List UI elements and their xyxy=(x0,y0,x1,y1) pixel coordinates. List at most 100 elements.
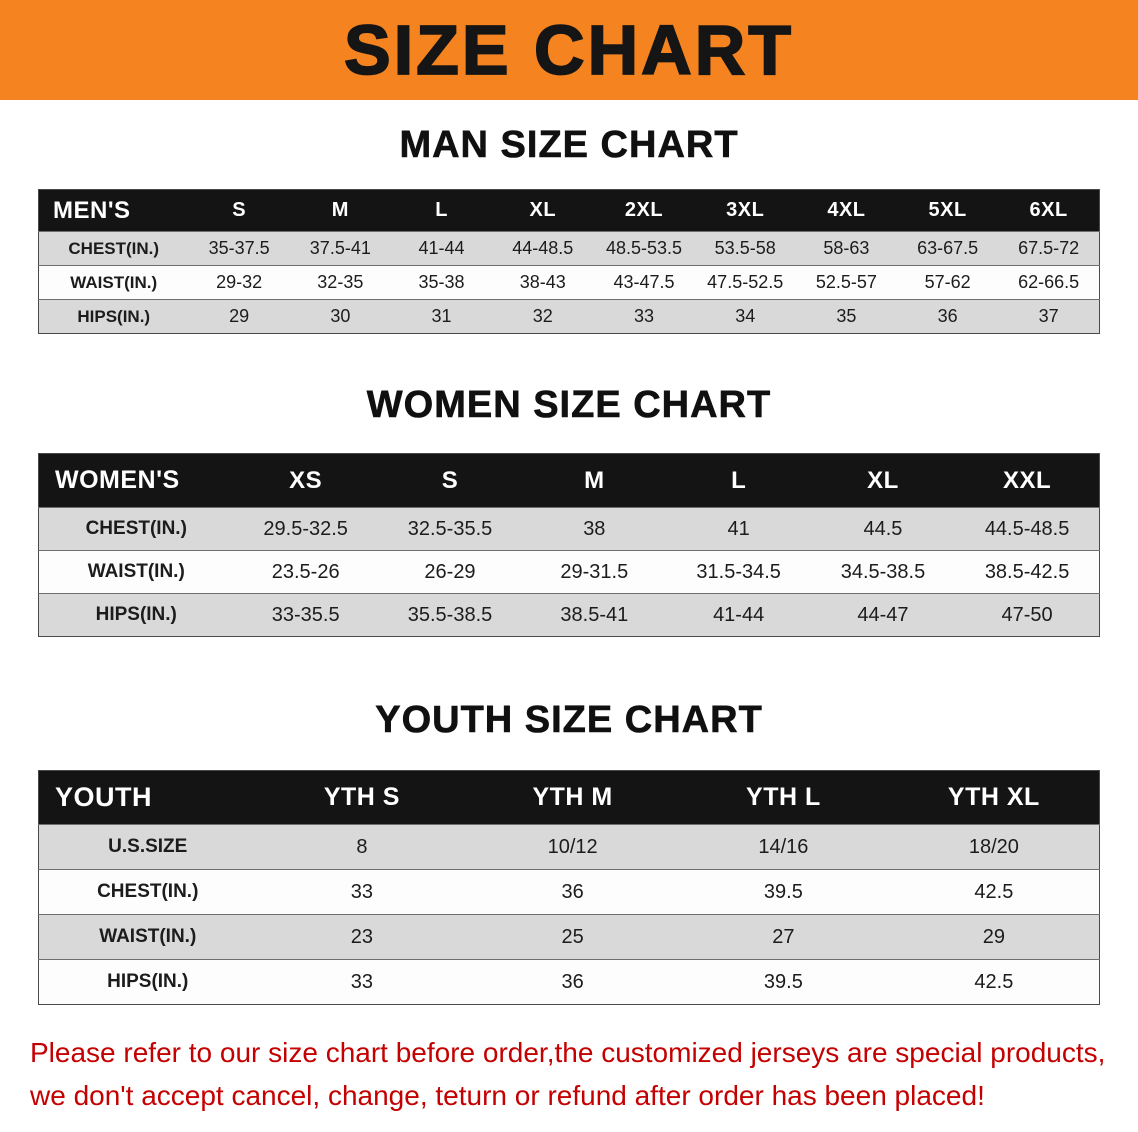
value-cell: 29-31.5 xyxy=(522,550,667,594)
value-cell: 29 xyxy=(888,914,1100,960)
value-cell: 48.5-53.5 xyxy=(593,231,695,266)
row-label-cell: WAIST(IN.) xyxy=(38,550,234,594)
size-column-header: YTH XL xyxy=(888,770,1100,825)
size-column-header: YTH M xyxy=(467,770,678,825)
man-size-chart-title: MAN SIZE CHART xyxy=(399,124,739,167)
value-cell: 31 xyxy=(390,299,493,334)
size-column-header: XS xyxy=(233,453,378,508)
table-row: HIPS(IN.) 29 30 31 32 33 34 35 36 37 xyxy=(38,299,1100,334)
size-column-header: XL xyxy=(810,453,956,508)
value-cell: 32-35 xyxy=(289,265,391,300)
value-cell: 53.5-58 xyxy=(694,231,796,266)
value-cell: 33 xyxy=(256,959,468,1005)
size-column-header: L xyxy=(390,189,493,232)
women-size-section: WOMEN SIZE CHART WOMEN'S XS S M L XL XXL CHEST(… xyxy=(0,384,1138,637)
size-column-header: 6XL xyxy=(998,189,1100,232)
value-cell: 35-38 xyxy=(390,265,493,300)
table-row: U.S.SIZE 8 10/12 14/16 18/20 xyxy=(38,824,1100,870)
value-cell: 32 xyxy=(492,299,594,334)
table-header-row: WOMEN'S XS S M L XL XXL xyxy=(38,453,1100,508)
value-cell: 33-35.5 xyxy=(233,593,378,637)
row-label-cell: U.S.SIZE xyxy=(38,824,257,870)
row-label-cell: HIPS(IN.) xyxy=(38,959,257,1005)
table-row: WAIST(IN.) 23.5-26 26-29 29-31.5 31.5-34.5 34… xyxy=(38,550,1100,594)
table-row: CHEST(IN.) 29.5-32.5 32.5-35.5 38 41 44.5 44.5… xyxy=(38,507,1100,551)
footnote-line-2: we don't accept cancel, change, teturn o… xyxy=(30,1080,985,1112)
value-cell: 23 xyxy=(256,914,468,960)
row-label-cell: HIPS(IN.) xyxy=(38,593,234,637)
value-cell: 39.5 xyxy=(678,959,889,1005)
youth-size-table: YOUTH YTH S YTH M YTH L YTH XL U.S.SIZE 8 10/12… xyxy=(38,770,1100,1005)
footnote: Please refer to our size chart before or… xyxy=(30,1031,1138,1118)
value-cell: 34.5-38.5 xyxy=(810,550,956,594)
row-label-cell: CHEST(IN.) xyxy=(38,231,189,266)
banner: SIZE CHART xyxy=(0,0,1138,100)
value-cell: 58-63 xyxy=(795,231,898,266)
size-column-header: 4XL xyxy=(795,189,898,232)
women-size-table: WOMEN'S XS S M L XL XXL CHEST(IN.) 29.5-32.5 32.5… xyxy=(38,453,1100,637)
size-column-header: M xyxy=(522,453,667,508)
value-cell: 29.5-32.5 xyxy=(233,507,378,551)
value-cell: 27 xyxy=(678,914,889,960)
value-cell: 44-48.5 xyxy=(492,231,594,266)
value-cell: 44.5-48.5 xyxy=(955,507,1100,551)
value-cell: 39.5 xyxy=(678,869,889,915)
size-column-header: S xyxy=(377,453,523,508)
table-category-header: MEN'S xyxy=(38,189,189,232)
table-header-row: MEN'S S M L XL 2XL 3XL 4XL 5XL 6XL xyxy=(38,189,1100,232)
page-title: SIZE CHART xyxy=(343,11,794,89)
value-cell: 44.5 xyxy=(810,507,956,551)
value-cell: 18/20 xyxy=(888,824,1100,870)
value-cell: 34 xyxy=(694,299,796,334)
table-category-header: YOUTH xyxy=(38,770,257,825)
value-cell: 44-47 xyxy=(810,593,956,637)
table-header-row: YOUTH YTH S YTH M YTH L YTH XL xyxy=(38,770,1100,825)
value-cell: 36 xyxy=(897,299,999,334)
table-category-header: WOMEN'S xyxy=(38,453,234,508)
value-cell: 62-66.5 xyxy=(998,265,1100,300)
value-cell: 37.5-41 xyxy=(289,231,391,266)
size-column-header: 3XL xyxy=(694,189,796,232)
value-cell: 38-43 xyxy=(492,265,594,300)
value-cell: 42.5 xyxy=(888,869,1100,915)
size-column-header: YTH S xyxy=(256,770,468,825)
row-label-cell: WAIST(IN.) xyxy=(38,914,257,960)
value-cell: 23.5-26 xyxy=(233,550,378,594)
value-cell: 29-32 xyxy=(188,265,290,300)
table-row: WAIST(IN.) 29-32 32-35 35-38 38-43 43-47.5 47.… xyxy=(38,265,1100,300)
value-cell: 38 xyxy=(522,507,667,551)
value-cell: 37 xyxy=(998,299,1100,334)
size-column-header: M xyxy=(289,189,391,232)
value-cell: 47.5-52.5 xyxy=(694,265,796,300)
size-column-header: S xyxy=(188,189,290,232)
value-cell: 41-44 xyxy=(390,231,493,266)
value-cell: 52.5-57 xyxy=(795,265,898,300)
table-row: CHEST(IN.) 33 36 39.5 42.5 xyxy=(38,869,1100,915)
size-column-header: 2XL xyxy=(593,189,695,232)
value-cell: 43-47.5 xyxy=(593,265,695,300)
value-cell: 31.5-34.5 xyxy=(666,550,811,594)
size-column-header: XXL xyxy=(955,453,1100,508)
table-row: WAIST(IN.) 23 25 27 29 xyxy=(38,914,1100,960)
value-cell: 8 xyxy=(256,824,468,870)
man-size-section: MAN SIZE CHART MEN'S S M L XL 2XL 3XL 4XL 5XL 6XL… xyxy=(0,124,1138,334)
value-cell: 35.5-38.5 xyxy=(377,593,523,637)
value-cell: 25 xyxy=(467,914,678,960)
size-column-header: 5XL xyxy=(897,189,999,232)
table-row: HIPS(IN.) 33-35.5 35.5-38.5 38.5-41 41-44 44-… xyxy=(38,593,1100,637)
row-label-cell: HIPS(IN.) xyxy=(38,299,189,334)
value-cell: 38.5-42.5 xyxy=(955,550,1100,594)
value-cell: 41 xyxy=(666,507,811,551)
value-cell: 36 xyxy=(467,959,678,1005)
table-row: HIPS(IN.) 33 36 39.5 42.5 xyxy=(38,959,1100,1005)
row-label-cell: CHEST(IN.) xyxy=(38,507,234,551)
size-column-header: L xyxy=(666,453,811,508)
size-column-header: YTH L xyxy=(678,770,889,825)
table-row: CHEST(IN.) 35-37.5 37.5-41 41-44 44-48.5 48.5… xyxy=(38,231,1100,266)
value-cell: 35 xyxy=(795,299,898,334)
value-cell: 63-67.5 xyxy=(897,231,999,266)
women-size-chart-title: WOMEN SIZE CHART xyxy=(366,384,772,427)
value-cell: 26-29 xyxy=(377,550,523,594)
youth-size-chart-title: YOUTH SIZE CHART xyxy=(375,699,763,742)
value-cell: 42.5 xyxy=(888,959,1100,1005)
